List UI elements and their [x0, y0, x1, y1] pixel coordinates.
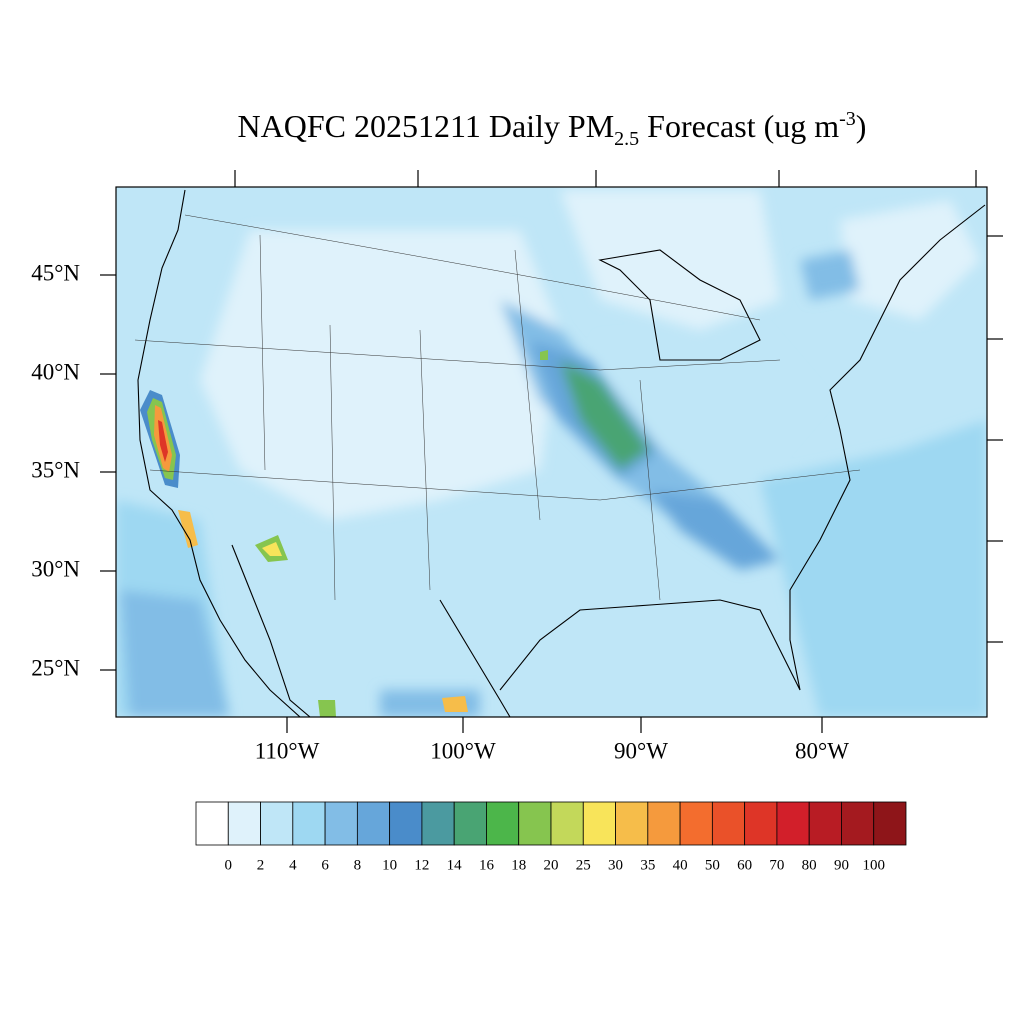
colorbar-box [615, 801, 649, 846]
lat-label: 40°N [31, 359, 80, 384]
colorbar-box [550, 801, 584, 846]
colorbar-label: 16 [479, 857, 495, 873]
colorbar-box [776, 801, 810, 846]
colorbar-label: 0 [225, 857, 233, 873]
lat-label: 35°N [31, 457, 80, 482]
map-ticks [100, 170, 1003, 733]
colorbar-box [679, 801, 713, 846]
colorbar-label: 2 [257, 857, 265, 873]
colorbar-box [582, 801, 616, 846]
colorbar-label: 18 [511, 857, 526, 873]
colorbar-box [647, 801, 681, 846]
lat-label: 45°N [31, 260, 80, 285]
colorbar-box [518, 801, 552, 846]
colorbar-box [389, 801, 423, 846]
colorbar-label: 8 [354, 857, 362, 873]
colorbar-box [324, 801, 358, 846]
colorbar-label: 100 [862, 857, 885, 873]
colorbar-label: 35 [640, 857, 655, 873]
longitude-labels: 110°W 100°W 90°W 80°W [255, 738, 850, 763]
colorbar-box [711, 801, 746, 846]
colorbar-label: 60 [737, 857, 752, 873]
colorbar-label: 10 [382, 857, 397, 873]
latitude-labels: 45°N 40°N 35°N 30°N 25°N [31, 260, 80, 680]
colorbar-label: 80 [802, 857, 817, 873]
colorbar-box [260, 801, 294, 846]
lon-label: 90°W [614, 738, 668, 763]
colorbar-box [195, 801, 229, 846]
colorbar-label: 4 [289, 857, 297, 873]
lon-label: 110°W [255, 738, 320, 763]
lon-label: 100°W [430, 738, 496, 763]
lat-label: 25°N [31, 655, 80, 680]
colorbar-box [356, 801, 391, 846]
colorbar-label: 14 [447, 857, 463, 873]
colorbar-label: 90 [834, 857, 849, 873]
colorbar-box [841, 801, 875, 846]
map-frame [115, 186, 988, 718]
map-field [116, 187, 987, 717]
colorbar-box [421, 801, 455, 846]
colorbar-label: 50 [705, 857, 720, 873]
colorbar-box [808, 801, 842, 846]
colorbar-box [873, 801, 907, 846]
lat-label: 30°N [31, 556, 80, 581]
lon-label: 80°W [795, 738, 849, 763]
colorbar-box [744, 801, 778, 846]
colorbar-label: 12 [414, 857, 429, 873]
colorbar-label: 25 [576, 857, 591, 873]
colorbar-box [227, 801, 261, 846]
colorbar-label: 40 [673, 857, 688, 873]
colorbar-label: 30 [608, 857, 623, 873]
colorbar-box [292, 801, 326, 846]
colorbar-box [453, 801, 487, 846]
colorbar: 0 2 4 6 8 10 12 14 16 18 20 25 30 35 40 50 60 70 80 90 100 [195, 801, 907, 873]
colorbar-label: 6 [321, 857, 329, 873]
colorbar-box [486, 801, 520, 846]
colorbar-label: 20 [544, 857, 559, 873]
colorbar-label: 70 [769, 857, 784, 873]
title: NAQFC 20251211 Daily PM2.5 Forecast (ug … [238, 108, 867, 150]
